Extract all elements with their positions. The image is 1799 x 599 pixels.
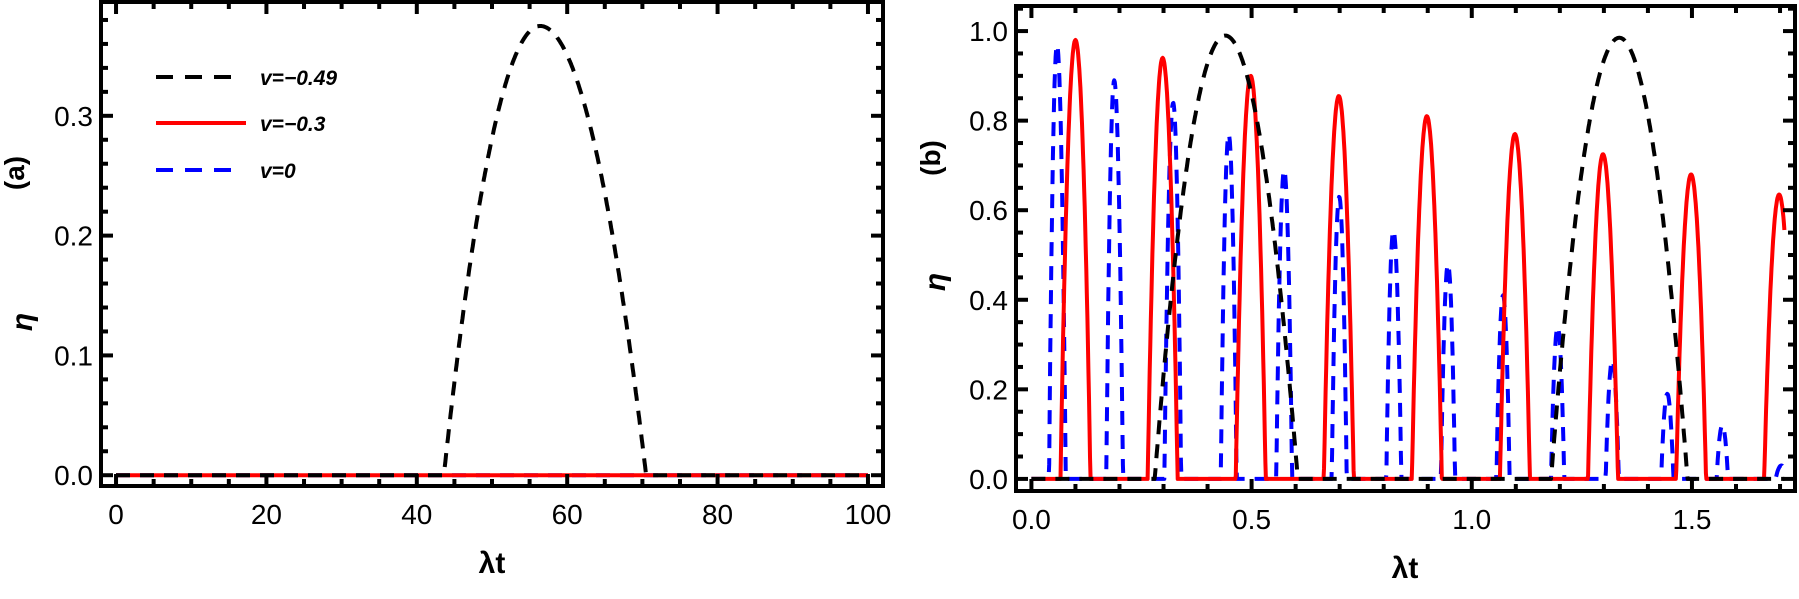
panel-a-tick-labels: 0 20 40 60 80 100 0.0 0.1 0.2 0.3 <box>54 101 891 530</box>
x-tick-label: 20 <box>251 499 282 530</box>
panel-a-ticks <box>101 2 883 486</box>
series-line <box>1030 38 1787 481</box>
svg-text:v=−0.3: v=−0.3 <box>260 113 326 136</box>
x-tick-label: 100 <box>845 499 892 530</box>
y-tick-label: 0.6 <box>969 195 1008 226</box>
x-tick-label: 80 <box>702 499 733 530</box>
panel-a-xlabel: λt <box>479 547 506 580</box>
x-tick-label: 0.5 <box>1232 504 1271 535</box>
legend-entry-v-049: v=−0.49 <box>156 67 337 90</box>
panel-b-tick-labels: 0.0 0.5 1.0 1.5 0.0 0.2 0.4 0.6 0.8 1.0 <box>969 16 1711 535</box>
panel-a-label: (a) <box>0 156 30 190</box>
panel-b: 0.0 0.5 1.0 1.5 0.0 0.2 0.4 0.6 0.8 1.0 λt η (b) <box>915 4 1797 585</box>
panel-b-label: (b) <box>915 140 946 176</box>
panel-b-ylabel: η <box>919 273 952 291</box>
x-tick-label: 60 <box>552 499 583 530</box>
x-tick-label: 1.5 <box>1672 504 1711 535</box>
series-line <box>1030 33 1786 481</box>
x-tick-label: 1.0 <box>1452 504 1491 535</box>
y-tick-label: 0.0 <box>54 460 93 491</box>
series-line <box>1030 42 1787 481</box>
panel-a-curves <box>114 24 870 478</box>
svg-text:v=−0.49: v=−0.49 <box>260 67 337 90</box>
y-tick-label: 0.0 <box>969 464 1008 495</box>
y-tick-label: 0.3 <box>54 101 93 132</box>
y-tick-label: 1.0 <box>969 16 1008 47</box>
panel-a-ylabel: η <box>6 313 39 331</box>
svg-text:v=0: v=0 <box>260 160 296 183</box>
panel-a: 0 20 40 60 80 100 0.0 0.1 0.2 0.3 λt η (a) v=−0.4… <box>0 0 891 580</box>
y-tick-label: 0.1 <box>54 340 93 371</box>
x-tick-label: 0 <box>108 499 124 530</box>
panel-b-curves <box>1030 33 1787 481</box>
y-tick-label: 0.2 <box>54 221 93 252</box>
panel-b-frame <box>1014 4 1797 493</box>
y-tick-label: 0.4 <box>969 285 1008 316</box>
panel-b-ticks <box>1016 6 1795 491</box>
y-tick-label: 0.2 <box>969 374 1008 405</box>
panel-b-xlabel: λt <box>1392 552 1419 585</box>
y-tick-label: 0.8 <box>969 106 1008 137</box>
legend-entry-v-0: v=0 <box>156 160 296 183</box>
series-line <box>114 24 870 478</box>
legend-entry-v-03: v=−0.3 <box>156 113 326 136</box>
legend: v=−0.49 v=−0.3 v=0 <box>156 67 337 183</box>
x-tick-label: 0.0 <box>1012 504 1051 535</box>
x-tick-label: 40 <box>401 499 432 530</box>
panel-a-frame <box>99 0 885 488</box>
